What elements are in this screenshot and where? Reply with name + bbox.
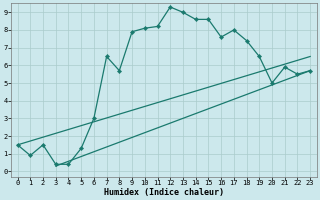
X-axis label: Humidex (Indice chaleur): Humidex (Indice chaleur)	[104, 188, 224, 197]
